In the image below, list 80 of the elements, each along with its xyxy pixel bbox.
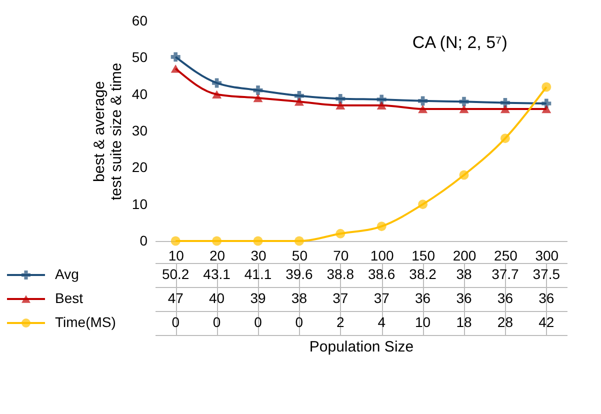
x-tick-label: 250 [494,248,518,264]
y-axis-title: best & average test suite size & time [90,62,125,200]
legend-label: Time(MS) [55,314,116,330]
y-tick-label: 60 [132,12,148,28]
point [212,90,222,98]
data-label: 38 [456,266,472,282]
point [542,104,552,114]
point [253,94,263,102]
point [500,134,510,144]
x-tick-label: 200 [452,248,476,264]
x-tick-label: 20 [210,248,226,264]
data-label: 0 [172,314,180,330]
y-tick-label: 10 [132,196,148,212]
point [336,94,346,104]
y-tick-label: 40 [132,86,148,102]
data-label: 43.1 [203,266,231,282]
x-tick-label: 50 [292,248,308,264]
data-label: 0 [212,314,221,330]
y-tick-label: 50 [132,49,148,66]
data-label: 38.2 [409,266,437,282]
point [170,236,180,246]
point [376,222,386,232]
point [418,200,428,210]
x-tick-label: 30 [250,248,266,264]
data-label: 36 [456,290,472,306]
data-label: 37.5 [532,266,560,282]
data-label: 37 [332,290,348,306]
point [459,104,469,114]
data-label: 40 [209,290,225,306]
y-tick-label: 20 [132,159,148,176]
x-tick-label: 150 [412,248,436,264]
data-label: 50.2 [162,266,190,282]
data-label: 38 [291,290,308,306]
point [542,82,552,92]
point [500,104,510,114]
x-axis-title: Population Size [309,338,414,356]
data-label: 4 [378,314,386,330]
data-label: 28 [497,314,514,330]
data-label: 37 [374,290,390,306]
data-label: 0 [254,314,262,330]
point [418,104,428,114]
legend-label: Avg [55,266,79,282]
data-label: 18 [456,314,472,330]
data-label: 39 [250,290,266,306]
point [459,96,469,106]
point [253,236,263,246]
data-label: 0 [295,314,304,330]
data-label: 37.7 [492,266,520,282]
x-tick-label: 70 [333,248,349,264]
point [253,86,263,96]
point [336,101,346,110]
point [294,98,304,106]
data-label: 36 [415,290,431,306]
point [459,170,469,180]
data-label: 47 [168,290,184,306]
data-label: 41.1 [244,266,272,282]
data-label: 36 [538,290,554,306]
data-label: 36 [497,290,514,306]
point [170,64,180,73]
point [336,228,346,238]
legend-label: Best [55,290,84,306]
y-tick-label: 0 [140,232,148,248]
data-label: 10 [415,314,431,330]
x-tick-label: 100 [370,248,394,264]
point [294,236,304,246]
data-label: 2 [336,314,344,330]
data-label: 38.6 [368,266,396,282]
data-label: 42 [538,314,554,330]
point [376,101,386,110]
point [418,96,428,106]
point [212,78,222,88]
point [212,236,222,246]
text: CA (N; 2, 5⁷) [412,33,508,52]
data-label: 38.8 [326,266,354,282]
x-tick-label: 300 [535,248,559,264]
y-tick-label: 30 [132,122,148,138]
data-label: 39.6 [286,266,314,282]
point [376,94,386,104]
point [170,52,180,62]
x-tick-label: 10 [168,248,184,264]
